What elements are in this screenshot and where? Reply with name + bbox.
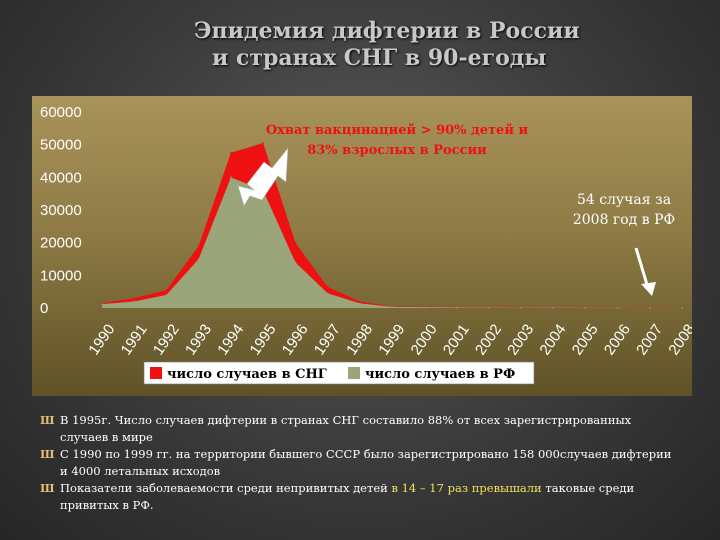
data-point-cis-1995 [262,142,264,144]
x-tick-label: 2002 [472,321,505,358]
x-tick-label: 1997 [311,321,344,358]
x-tick-label: 1991 [118,321,151,358]
x-tick-label: 2005 [569,321,602,358]
series-area-rf [102,177,682,308]
legend-swatch-cis [150,367,162,379]
x-tick-label: 2008 [665,321,692,358]
data-point-rf-2006 [616,307,619,309]
x-tick-label: 2000 [408,321,441,358]
x-tick-label: 1998 [343,321,376,358]
bullet-item-3: Ш Показатели заболеваемости среди неприв… [40,480,680,514]
data-point-rf-2001 [455,306,458,309]
data-point-rf-1994 [230,176,232,179]
data-point-rf-2008 [681,307,683,309]
x-tick-label: 1990 [85,321,118,358]
y-tick-label: 50000 [40,137,82,154]
data-point-rf-1996 [294,261,297,264]
x-tick-label: 2001 [440,321,473,358]
x-tick-label: 2007 [633,321,666,358]
bullet-marker: Ш [40,447,55,461]
data-point-rf-2004 [552,306,554,309]
y-tick-label: 30000 [40,202,82,219]
bullet-text-3-highlight: в 14 – 17 раз превышали [391,481,542,495]
bullet-marker: Ш [40,413,55,427]
data-point-rf-2007 [648,307,651,309]
data-point-rf-1997 [326,292,329,295]
legend-box [143,361,535,385]
bullet-text-2: С 1990 по 1999 гг. на территории бывшего… [60,447,672,478]
data-point-rf-2003 [520,306,522,309]
data-point-rf-2002 [487,306,490,309]
title-line-1: Эпидемия дифтерии в России [194,18,580,44]
bullet-item-2: Ш С 1990 по 1999 гг. на территории бывше… [40,446,680,480]
data-point-cis-1997 [326,285,329,288]
x-tick-label: 1992 [150,321,183,358]
x-tick-label: 1996 [279,321,312,358]
y-tick-label: 40000 [40,169,82,186]
bullet-text-3a: Показатели заболеваемости среди непривит… [60,481,392,495]
data-point-rf-1998 [358,302,361,305]
data-point-cis-1998 [358,300,361,303]
x-tick-label: 1994 [214,321,247,358]
page-title: Эпидемия дифтерии в России и странах СНГ… [150,18,610,72]
y-tick-label: 10000 [40,267,82,284]
x-tick-label: 2006 [601,321,634,358]
x-tick-label: 2003 [504,321,537,358]
bullet-list: Ш В 1995г. Число случаев дифтерии в стра… [40,412,680,514]
data-point-rf-1992 [165,294,168,296]
x-tick-label: 2004 [536,321,569,358]
data-point-rf-1999 [391,306,393,308]
data-point-cis-1992 [165,289,168,291]
arrow-2008-head [641,282,656,296]
annotation-2008-cases: 54 случая за 2008 год в РФ [573,192,675,228]
data-point-cis-1996 [294,241,297,244]
arrow-2008-shaft [634,247,650,289]
chart-panel: 0 10000 20000 30000 40000 50000 60000 1990 1991 1… [32,96,692,396]
title-line-2: и странах СНГ в 90-егоды [212,45,547,71]
y-tick-label: 60000 [40,104,82,121]
x-tick-label: 1995 [246,321,279,358]
x-tick-label: 1999 [375,321,408,358]
y-tick-label: 0 [40,300,48,317]
data-point-cis-1991 [133,297,136,299]
bullet-marker: Ш [40,481,55,495]
data-point-rf-1991 [133,300,136,303]
bullet-text-1: В 1995г. Число случаев дифтерии в страна… [60,413,632,444]
data-point-rf-1993 [197,258,200,260]
legend-label-rf: число случаев в РФ [365,367,515,382]
legend-swatch-rf [348,367,360,379]
bullet-item-1: Ш В 1995г. Число случаев дифтерии в стра… [40,412,680,446]
annotation-vaccination: Охват вакцинацией > 90% детей и 83% взрос… [266,123,529,158]
data-point-cis-1993 [197,245,200,247]
y-tick-label: 20000 [40,235,82,252]
data-point-rf-2005 [584,306,587,309]
legend-label-cis: число случаев в СНГ [167,367,327,382]
arrow-to-peak [237,147,289,207]
data-point-rf-2000 [423,306,426,308]
data-point-cis-1994 [230,152,232,154]
x-tick-label: 1993 [182,321,215,358]
data-point-rf-1990 [101,303,103,305]
bullet-text-3c: таковые среди привитых в РФ. [60,481,635,512]
